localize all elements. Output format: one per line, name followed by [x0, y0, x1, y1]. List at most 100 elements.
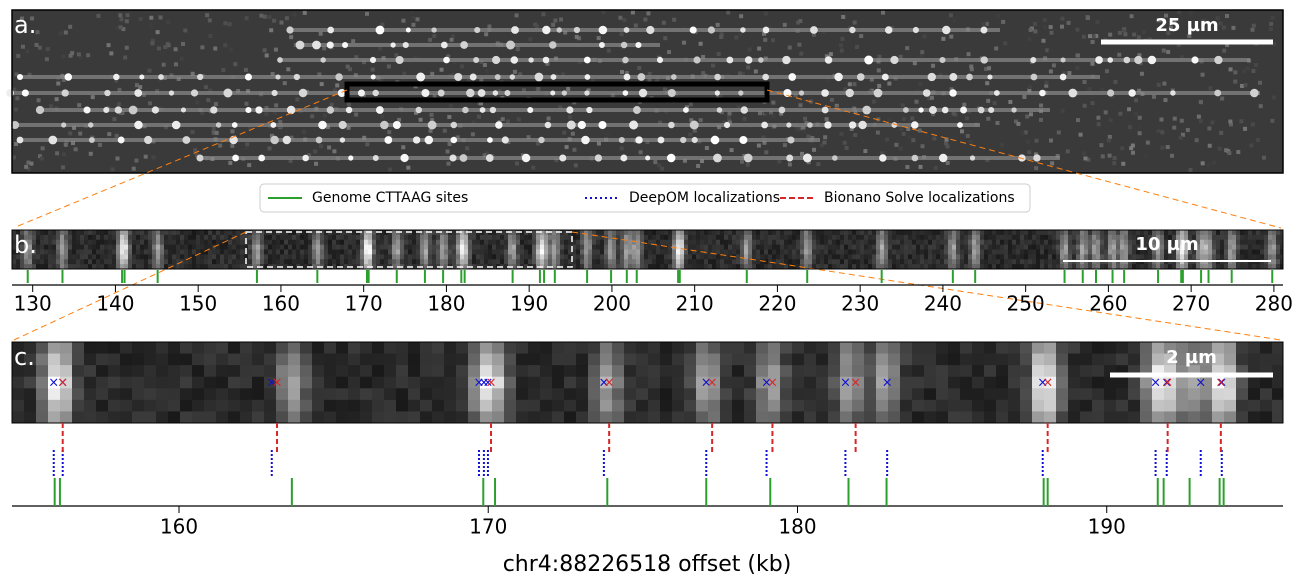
noise [1233, 70, 1237, 74]
pixel [692, 235, 696, 240]
pixel [1116, 342, 1128, 354]
pixel [400, 254, 404, 259]
pixel [864, 245, 868, 250]
pixel [800, 230, 804, 235]
pixel [324, 388, 336, 400]
pixel [648, 377, 660, 389]
pixel [720, 411, 732, 423]
pixel [408, 365, 420, 377]
pixel [876, 250, 880, 255]
pixel [1004, 245, 1008, 250]
pixel [108, 235, 112, 240]
pixel [872, 245, 876, 250]
pixel [1076, 245, 1080, 250]
pixel [212, 230, 216, 235]
pixel [1272, 235, 1276, 240]
pixel [1140, 254, 1144, 259]
pixel [996, 400, 1008, 412]
noise [149, 23, 153, 27]
pixel [344, 235, 348, 240]
pixel [628, 259, 632, 264]
pixel [1168, 254, 1172, 259]
noise [1075, 66, 1079, 70]
label-spot [657, 57, 663, 63]
pixel [132, 377, 144, 389]
pixel [780, 400, 792, 412]
pixel [760, 230, 764, 235]
pixel [928, 245, 932, 250]
noise [1160, 146, 1164, 150]
pixel [452, 250, 456, 255]
pixel [576, 254, 580, 259]
noise [330, 103, 334, 107]
pixel [772, 259, 776, 264]
pixel [88, 240, 92, 245]
pixel [180, 354, 192, 366]
noise [1162, 82, 1166, 86]
pixel [1008, 240, 1012, 245]
pixel [1152, 342, 1164, 354]
pixel [184, 235, 188, 240]
pixel [992, 254, 996, 259]
pixel [996, 259, 1000, 264]
noise [55, 151, 59, 155]
pixel [1200, 245, 1204, 250]
noise [410, 11, 414, 15]
pixel [888, 342, 900, 354]
pixel [636, 245, 640, 250]
pixel [300, 254, 304, 259]
noise [699, 118, 703, 122]
pixel [1116, 411, 1128, 423]
pixel [840, 259, 844, 264]
pixel [144, 354, 156, 366]
pixel [536, 240, 540, 245]
noise [1159, 118, 1163, 122]
label-spot [639, 89, 647, 97]
pixel [804, 377, 816, 389]
pixel [1208, 235, 1212, 240]
pixel [1000, 245, 1004, 250]
pixel [116, 259, 120, 264]
pixel [856, 230, 860, 235]
pixel [428, 259, 432, 264]
pixel [32, 259, 36, 264]
pixel [420, 259, 424, 264]
noise [244, 146, 248, 150]
pixel [528, 235, 532, 240]
pixel [624, 342, 636, 354]
pixel [48, 230, 52, 235]
pixel [716, 245, 720, 250]
pixel [84, 254, 88, 259]
noise [263, 15, 267, 19]
pixel [1252, 250, 1256, 255]
noise [264, 112, 268, 116]
noise [855, 45, 859, 49]
pixel [524, 259, 528, 264]
pixel [1204, 254, 1208, 259]
label-spot [474, 27, 480, 33]
pixel [1268, 245, 1272, 250]
noise [994, 46, 998, 50]
pixel [600, 230, 604, 235]
pixel [624, 377, 636, 389]
pixel [936, 230, 940, 235]
label-spot [1191, 56, 1198, 63]
pixel [1020, 365, 1032, 377]
pixel [104, 245, 108, 250]
pixel [552, 342, 564, 354]
pixel [664, 235, 668, 240]
pixel [820, 230, 824, 235]
pixel [96, 388, 108, 400]
pixel [468, 342, 480, 354]
pixel [756, 230, 760, 235]
pixel [900, 240, 904, 245]
label-spot [763, 27, 770, 34]
pixel [520, 250, 524, 255]
label-spot [527, 107, 533, 113]
pixel [268, 250, 272, 255]
pixel [180, 254, 184, 259]
pixel [1080, 230, 1084, 235]
pixel [1208, 245, 1212, 250]
pixel [168, 365, 180, 377]
pixel [300, 250, 304, 255]
